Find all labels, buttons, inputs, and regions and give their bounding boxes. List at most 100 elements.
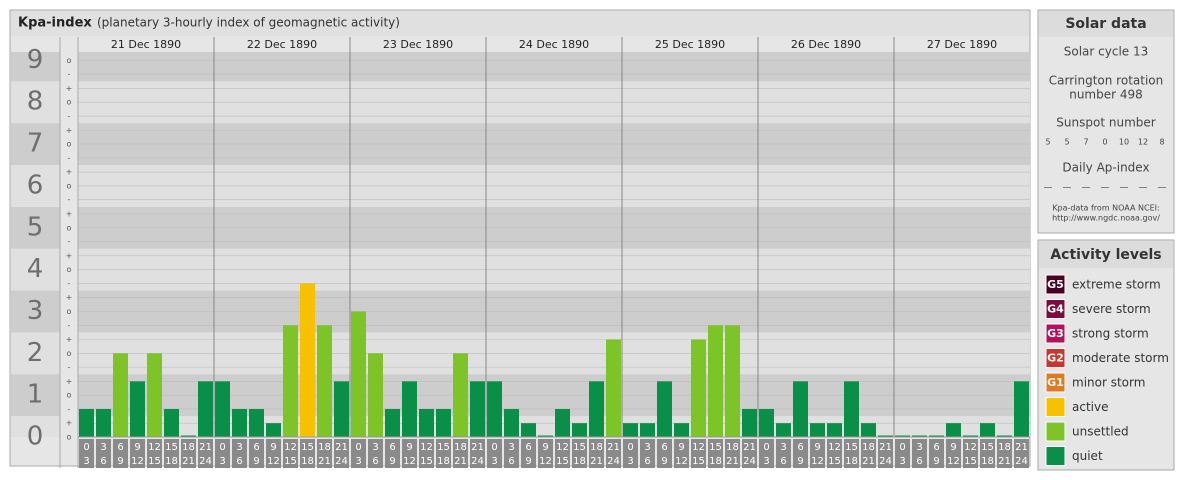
bar [793, 381, 808, 437]
bar [368, 353, 383, 437]
minor-tick-label: + [66, 293, 73, 302]
time-slot-label: 12 [420, 442, 433, 453]
bar [861, 423, 876, 437]
time-slot-box [113, 439, 128, 468]
time-slot-label: 3 [100, 442, 106, 453]
solar-title-bar [1039, 11, 1173, 37]
time-slot-label: 21 [335, 442, 348, 453]
time-slot-label: 21 [318, 456, 331, 467]
y-tick-label: 3 [27, 296, 44, 326]
time-slot-box [147, 439, 162, 468]
time-slot-label: 9 [950, 442, 956, 453]
legend-label: quiet [1072, 449, 1103, 463]
time-slot-label: 12 [539, 456, 552, 467]
time-slot-box [861, 439, 876, 468]
minor-label-column [60, 52, 78, 437]
time-slot-label: 18 [709, 456, 722, 467]
bar [980, 423, 995, 437]
bar [759, 408, 774, 437]
time-slot-box [776, 439, 791, 468]
time-slot-box [249, 439, 264, 468]
time-slot-label: 9 [134, 442, 140, 453]
time-slot-label: 24 [1015, 456, 1028, 467]
time-slot-box [402, 439, 417, 468]
minor-tick-label: - [68, 363, 71, 372]
legend-swatch [1045, 299, 1066, 319]
time-slot-box [504, 439, 519, 468]
source: http://www.ngdc.noaa.gov/ [1052, 214, 1160, 223]
bar [436, 408, 451, 437]
day-label: 23 Dec 1890 [383, 38, 453, 51]
minor-tick-label: - [68, 70, 71, 79]
carrington: number 498 [1069, 88, 1143, 102]
minor-tick-label: - [68, 237, 71, 246]
time-slot-label: 0 [899, 442, 905, 453]
time-slot-label: 18 [845, 456, 858, 467]
time-slot-box [657, 439, 672, 468]
solar-title: Solar data [1065, 16, 1146, 32]
time-slot-label: 15 [165, 442, 178, 453]
time-slot-label: 9 [814, 442, 820, 453]
time-slot-label: 18 [726, 442, 739, 453]
minor-tick-label: o [67, 98, 72, 107]
time-slot-label: 9 [117, 456, 123, 467]
legend-badge: G5 [1047, 278, 1064, 291]
time-slot-label: 24 [335, 456, 348, 467]
time-slot-box [555, 439, 570, 468]
bar [657, 381, 672, 437]
sunspot-number: 8 [1159, 138, 1164, 147]
time-slot-box [946, 439, 961, 468]
bar [215, 381, 230, 437]
time-slot-label: 0 [219, 442, 225, 453]
levels-title: Activity levels [1050, 247, 1161, 263]
ap-value: — [1044, 183, 1053, 193]
bar [317, 325, 332, 437]
day-label: 26 Dec 1890 [791, 38, 861, 51]
time-slot-label: 18 [590, 442, 603, 453]
time-slot-box [300, 439, 315, 468]
time-slot-box [79, 439, 94, 468]
time-slot-box [674, 439, 689, 468]
time-slot-label: 9 [253, 456, 259, 467]
time-slot-box [130, 439, 145, 468]
solar-panel [1037, 9, 1175, 234]
bar [623, 423, 638, 437]
minor-tick-label: + [66, 251, 73, 260]
bar [164, 408, 179, 437]
time-slot-label: 9 [542, 442, 548, 453]
time-slot-box [980, 439, 995, 468]
minor-tick-label: o [67, 265, 72, 274]
chart-title: Kpa-index [18, 16, 92, 31]
time-slot-label: 3 [491, 456, 497, 467]
legend-swatch [1045, 348, 1066, 368]
time-slot-box [640, 439, 655, 468]
time-slot-box [895, 439, 910, 468]
bar [572, 423, 587, 437]
time-slot-label: 18 [454, 442, 467, 453]
legend-badge: G1 [1047, 376, 1064, 389]
minor-tick-label: - [68, 404, 71, 413]
day-label: 25 Dec 1890 [655, 38, 725, 51]
bar [878, 435, 893, 437]
day-label: 27 Dec 1890 [927, 38, 997, 51]
time-slot-label: 3 [219, 456, 225, 467]
y-tick-label: 4 [27, 254, 44, 284]
legend-swatch [1045, 421, 1066, 442]
band [78, 52, 1030, 82]
legend-label: unsettled [1072, 425, 1129, 439]
bar [810, 423, 825, 437]
time-slot-box [708, 439, 723, 468]
day-label: 21 Dec 1890 [111, 38, 181, 51]
time-slot-box [844, 439, 859, 468]
time-slot-label: 15 [692, 456, 705, 467]
time-slot-label: 3 [763, 456, 769, 467]
legend-badge: G4 [1047, 303, 1064, 316]
time-slot-box [963, 439, 978, 468]
time-slot-box [436, 439, 451, 468]
time-slot-box [317, 439, 332, 468]
bar [640, 423, 655, 437]
time-slot-label: 15 [420, 456, 433, 467]
time-slot-label: 21 [879, 442, 892, 453]
label-band [11, 416, 60, 437]
time-slot-label: 15 [301, 442, 314, 453]
